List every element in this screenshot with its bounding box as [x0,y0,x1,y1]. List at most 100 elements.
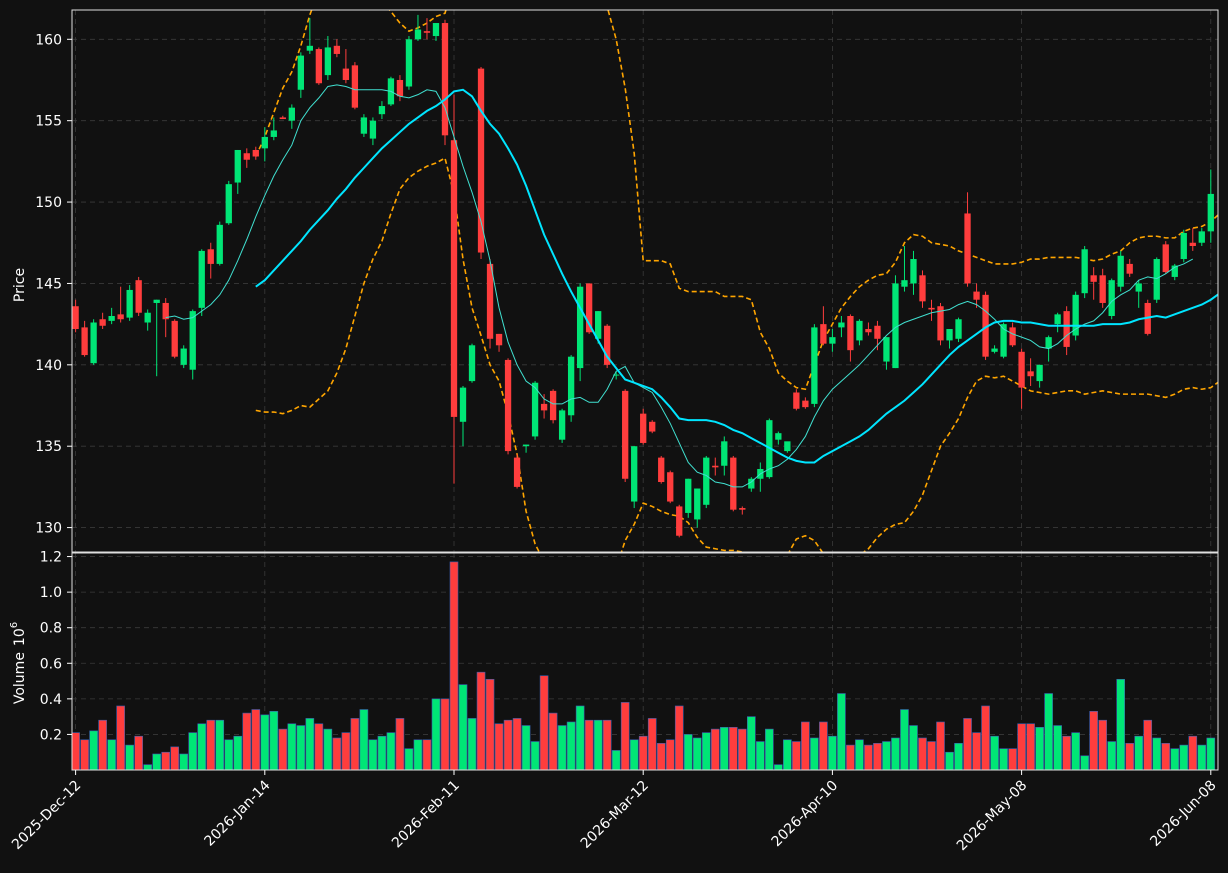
volume-bar [89,730,98,770]
volume-bar [864,744,873,770]
volume-bar [846,744,855,770]
candle-body [198,250,205,308]
volume-bar [963,718,972,770]
volume-bar [1026,723,1035,770]
candle-body [1108,280,1115,316]
candle-body [739,508,746,510]
candle-body [216,224,223,264]
volume-bar [873,743,882,770]
volume-bar [152,753,161,770]
candle-body [1000,324,1007,357]
price-tick-label: 140 [35,358,62,374]
volume-bar [810,737,819,770]
volume-bar [305,718,315,770]
volume-bar [287,723,297,770]
candle-body [585,283,593,333]
volume-bar [1017,723,1026,770]
volume-bar [368,739,378,770]
price-axis-label: Price [12,268,28,302]
price-tick-label: 155 [35,114,62,130]
candle-body [1207,193,1214,232]
price-tick-label: 135 [35,439,62,455]
candle-body [1090,275,1097,282]
volume-tick-label: 0.8 [40,621,62,637]
volume-bar [927,741,936,770]
candle-body [775,433,782,440]
volume-bar [260,714,270,770]
candle-body [477,68,485,253]
volume-bar [774,764,783,770]
volume-bar [404,748,414,770]
volume-axis-exponent-base: 10 [12,628,28,646]
candle-body [288,107,295,121]
volume-bar [665,739,675,770]
candle-body [748,478,755,489]
volume-bar [1134,735,1144,770]
volume-bar [1188,735,1198,770]
volume-bar [918,737,927,770]
volume-bar [647,718,657,770]
volume-bar [98,719,107,770]
volume-bar [233,735,243,770]
candle-body [576,286,584,369]
candle-body [604,325,611,365]
slow-moving-average-line [255,88,1218,464]
candle-body [90,322,97,364]
candle-body [135,280,142,313]
candle-body [973,291,980,300]
candle-body [513,457,521,487]
candle-body [685,478,692,513]
candle-body [117,314,124,320]
volume-bar [819,721,828,770]
volume-bar [1152,737,1162,770]
volume-bar [116,705,125,770]
volume-bar [756,741,765,770]
volume-bar [449,561,459,770]
volume-bar [837,693,846,770]
volume-bar [566,721,576,770]
candle-body [1099,275,1106,303]
volume-bar [431,698,441,770]
candle-body [694,488,701,520]
candle-body [856,320,863,341]
candle-body [721,441,728,466]
candle-body [558,410,566,440]
candle-body [225,184,232,224]
volume-bar [458,684,468,770]
volume-bar [1053,725,1062,770]
volume-bar [1206,737,1216,770]
volume-bar [891,737,900,770]
candle-body [1018,351,1025,388]
volume-bar [611,750,621,770]
volume-bar [1143,719,1153,770]
volume-bar [350,718,360,770]
candle-body [405,39,413,87]
upper-band-line [255,10,1218,391]
candle-body [234,149,241,183]
volume-bar [674,705,684,770]
candle-body [1027,371,1034,377]
volume-tick-label: 0.6 [40,656,62,672]
volume-bar [990,735,999,770]
candle-body [540,403,548,411]
candle-body [613,374,620,376]
candle-body [495,333,503,346]
candle-body [937,306,944,341]
candle-body [252,149,259,157]
volume-bar [395,718,405,770]
volume-bar [945,751,954,770]
candle-body [865,329,872,333]
candle-body [297,55,304,90]
candle-body [369,120,377,139]
candle-body [829,337,836,344]
candle-body [919,275,926,302]
volume-bar [494,723,504,770]
candle-body [594,311,602,339]
candle-body [360,117,368,134]
volume-bar [1080,755,1089,770]
candle-body [631,446,638,502]
volume-bar [242,712,252,770]
volume-bar [197,723,207,770]
candle-body [351,65,359,108]
